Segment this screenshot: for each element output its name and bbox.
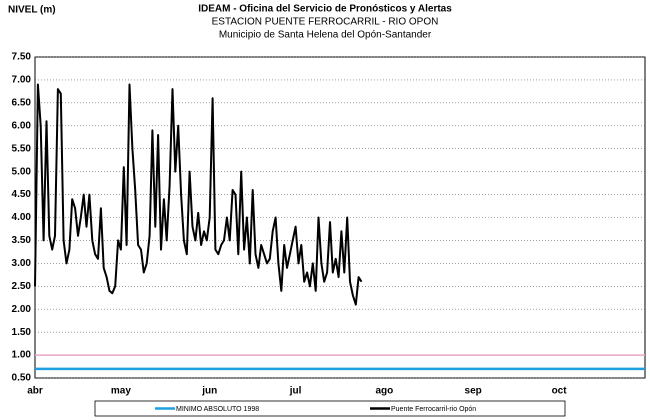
x-tick-label: jun — [201, 386, 217, 397]
y-tick-label: 4.00 — [12, 212, 32, 223]
y-tick-label: 7.50 — [12, 52, 32, 63]
y-tick-label: 3.00 — [12, 258, 32, 269]
y-tick-label: 1.50 — [12, 327, 32, 338]
y-tick-label: 7.00 — [12, 75, 32, 86]
title-line: IDEAM - Oficina del Servicio de Pronósti… — [198, 4, 452, 15]
y-tick-label: 4.50 — [12, 189, 32, 200]
x-tick-label: ago — [375, 386, 393, 397]
y-tick-label: 5.00 — [12, 166, 32, 177]
y-tick-label: 3.50 — [12, 235, 32, 246]
legend-label: MINIMO ABSOLUTO 1998 — [176, 406, 259, 413]
y-tick-label: 5.50 — [12, 143, 32, 154]
y-tick-label: 0.50 — [12, 373, 32, 384]
title-line: ESTACION PUENTE FERROCARRIL - RIO OPON — [212, 17, 439, 28]
y-tick-label: 6.00 — [12, 120, 32, 131]
x-tick-label: jul — [289, 386, 302, 397]
x-tick-label: oct — [552, 386, 568, 397]
y-tick-label: 2.50 — [12, 281, 32, 292]
x-tick-label: abr — [27, 386, 43, 397]
title-line: Municipio de Santa Helena del Opón-Santa… — [219, 30, 432, 41]
legend-box — [94, 400, 566, 417]
legend-label: Puente Ferrocarril-rio Opón — [391, 406, 476, 413]
x-tick-label: sep — [465, 386, 482, 397]
data-line — [34, 83, 363, 306]
y-axis-label: NIVEL (m) — [8, 5, 56, 16]
y-tick-label: 6.50 — [12, 97, 32, 108]
x-tick-label: may — [111, 386, 131, 397]
y-tick-label: 1.00 — [12, 350, 32, 361]
y-tick-label: 2.00 — [12, 304, 32, 315]
